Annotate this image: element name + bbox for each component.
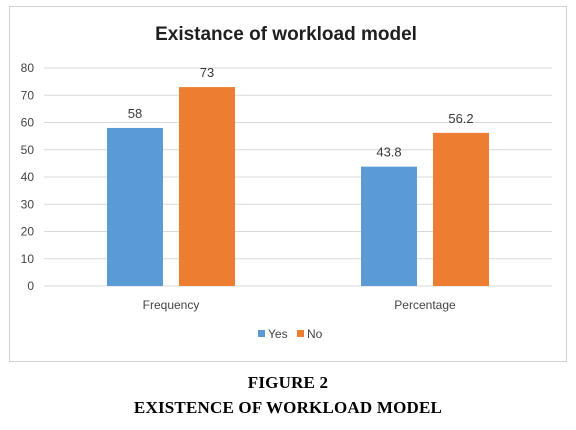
legend: Yes No [258,327,323,341]
y-axis-ticks: 0 10 20 30 40 50 60 70 80 [21,61,35,293]
bar-yes-percentage [361,166,417,286]
y-tick-label-50: 50 [21,143,35,157]
data-label-no-frequency: 73 [200,65,214,80]
category-label-frequency: Frequency [143,298,200,312]
data-label-yes-percentage: 43.8 [376,145,401,160]
y-tick-label-0: 0 [27,279,34,293]
y-tick-label-40: 40 [21,170,35,184]
bars [107,87,489,286]
bar-chart: Existance of workload model 0 10 20 30 40 50 6… [21,24,552,341]
y-tick-label-30: 30 [21,197,35,211]
x-axis-categories: Frequency Percentage [143,298,456,312]
figure-label: FIGURE 2 [247,373,329,392]
category-label-percentage: Percentage [394,298,456,312]
legend-label-yes: Yes [268,327,288,341]
legend-swatch-yes [258,330,265,337]
data-labels: 58 73 43.8 56.2 [128,65,474,160]
data-label-no-percentage: 56.2 [448,111,473,126]
y-tick-label-20: 20 [21,225,35,239]
legend-label-no: No [307,327,323,341]
chart-title: Existance of workload model [155,24,417,45]
y-tick-label-80: 80 [21,61,35,75]
y-tick-label-60: 60 [21,116,35,130]
legend-swatch-no [297,330,304,337]
bar-no-frequency [179,87,235,286]
y-tick-label-70: 70 [21,88,35,102]
y-tick-label-10: 10 [21,252,35,266]
figure-title: EXISTENCE OF WORKLOAD MODEL [133,398,443,417]
bar-no-percentage [433,132,489,286]
data-label-yes-frequency: 58 [128,106,142,121]
bar-yes-frequency [107,127,163,286]
